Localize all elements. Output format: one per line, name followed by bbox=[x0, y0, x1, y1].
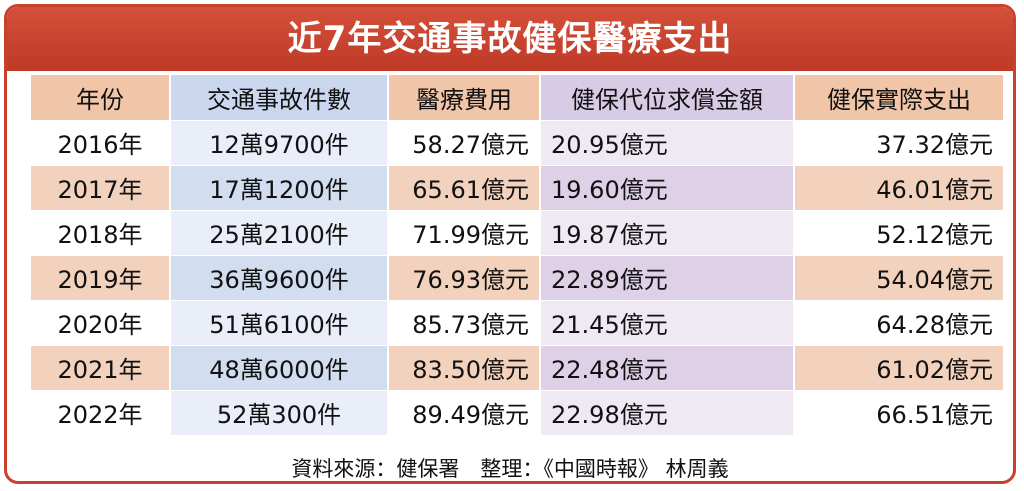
infographic: 近7年交通事故健保醫療支出 年份 交通事故件數 醫療費用 健保代位求償金額 健保實際支出… bbox=[4, 4, 1016, 484]
cell: 2017年 bbox=[29, 165, 171, 211]
cell: 22.98億元 bbox=[539, 390, 795, 436]
cell: 54.04億元 bbox=[793, 255, 1005, 301]
cell: 25萬2100件 bbox=[169, 210, 389, 256]
header-cell: 交通事故件數 bbox=[169, 75, 389, 121]
cell: 21.45億元 bbox=[539, 300, 795, 346]
cell: 64.28億元 bbox=[793, 300, 1005, 346]
cell: 2018年 bbox=[29, 210, 171, 256]
cell: 58.27億元 bbox=[387, 120, 541, 166]
cell: 2021年 bbox=[29, 345, 171, 391]
cell: 20.95億元 bbox=[539, 120, 795, 166]
table-row: 2016年 12萬9700件 58.27億元 20.95億元 37.32億元 bbox=[29, 120, 1005, 166]
cell: 76.93億元 bbox=[387, 255, 541, 301]
table-row: 2020年 51萬6100件 85.73億元 21.45億元 64.28億元 bbox=[29, 300, 1005, 346]
cell: 52萬300件 bbox=[169, 390, 389, 436]
header-cell: 年份 bbox=[29, 75, 171, 121]
cell: 46.01億元 bbox=[793, 165, 1005, 211]
cell: 37.32億元 bbox=[793, 120, 1005, 166]
cell: 51萬6100件 bbox=[169, 300, 389, 346]
cell: 19.87億元 bbox=[539, 210, 795, 256]
table-row: 2018年 25萬2100件 71.99億元 19.87億元 52.12億元 bbox=[29, 210, 1005, 256]
cell: 19.60億元 bbox=[539, 165, 795, 211]
cell: 48萬6000件 bbox=[169, 345, 389, 391]
header-row: 年份 交通事故件數 醫療費用 健保代位求償金額 健保實際支出 bbox=[29, 75, 1005, 121]
table-row: 2021年 48萬6000件 83.50億元 22.48億元 61.02億元 bbox=[29, 345, 1005, 391]
cell: 66.51億元 bbox=[793, 390, 1005, 436]
cell: 22.48億元 bbox=[539, 345, 795, 391]
cell: 36萬9600件 bbox=[169, 255, 389, 301]
title: 近7年交通事故健保醫療支出 bbox=[7, 7, 1013, 71]
table-row: 2019年 36萬9600件 76.93億元 22.89億元 54.04億元 bbox=[29, 255, 1005, 301]
cell: 22.89億元 bbox=[539, 255, 795, 301]
cell: 89.49億元 bbox=[387, 390, 541, 436]
header-cell: 健保代位求償金額 bbox=[539, 75, 795, 121]
cell: 2019年 bbox=[29, 255, 171, 301]
cell: 2020年 bbox=[29, 300, 171, 346]
table-row: 2022年 52萬300件 89.49億元 22.98億元 66.51億元 bbox=[29, 390, 1005, 436]
cell: 71.99億元 bbox=[387, 210, 541, 256]
cell: 17萬1200件 bbox=[169, 165, 389, 211]
cell: 85.73億元 bbox=[387, 300, 541, 346]
cell: 65.61億元 bbox=[387, 165, 541, 211]
header-cell: 健保實際支出 bbox=[793, 75, 1005, 121]
cell: 83.50億元 bbox=[387, 345, 541, 391]
source-note: 資料來源：健保署 整理：《中國時報》 林周義 bbox=[291, 457, 729, 481]
table-row: 2017年 17萬1200件 65.61億元 19.60億元 46.01億元 bbox=[29, 165, 1005, 211]
cell: 2016年 bbox=[29, 120, 171, 166]
cell: 12萬9700件 bbox=[169, 120, 389, 166]
header-cell: 醫療費用 bbox=[387, 75, 541, 121]
cell: 61.02億元 bbox=[793, 345, 1005, 391]
cell: 52.12億元 bbox=[793, 210, 1005, 256]
data-table: 年份 交通事故件數 醫療費用 健保代位求償金額 健保實際支出 2016年 12萬9700件 5… bbox=[29, 75, 1005, 436]
cell: 2022年 bbox=[29, 390, 171, 436]
